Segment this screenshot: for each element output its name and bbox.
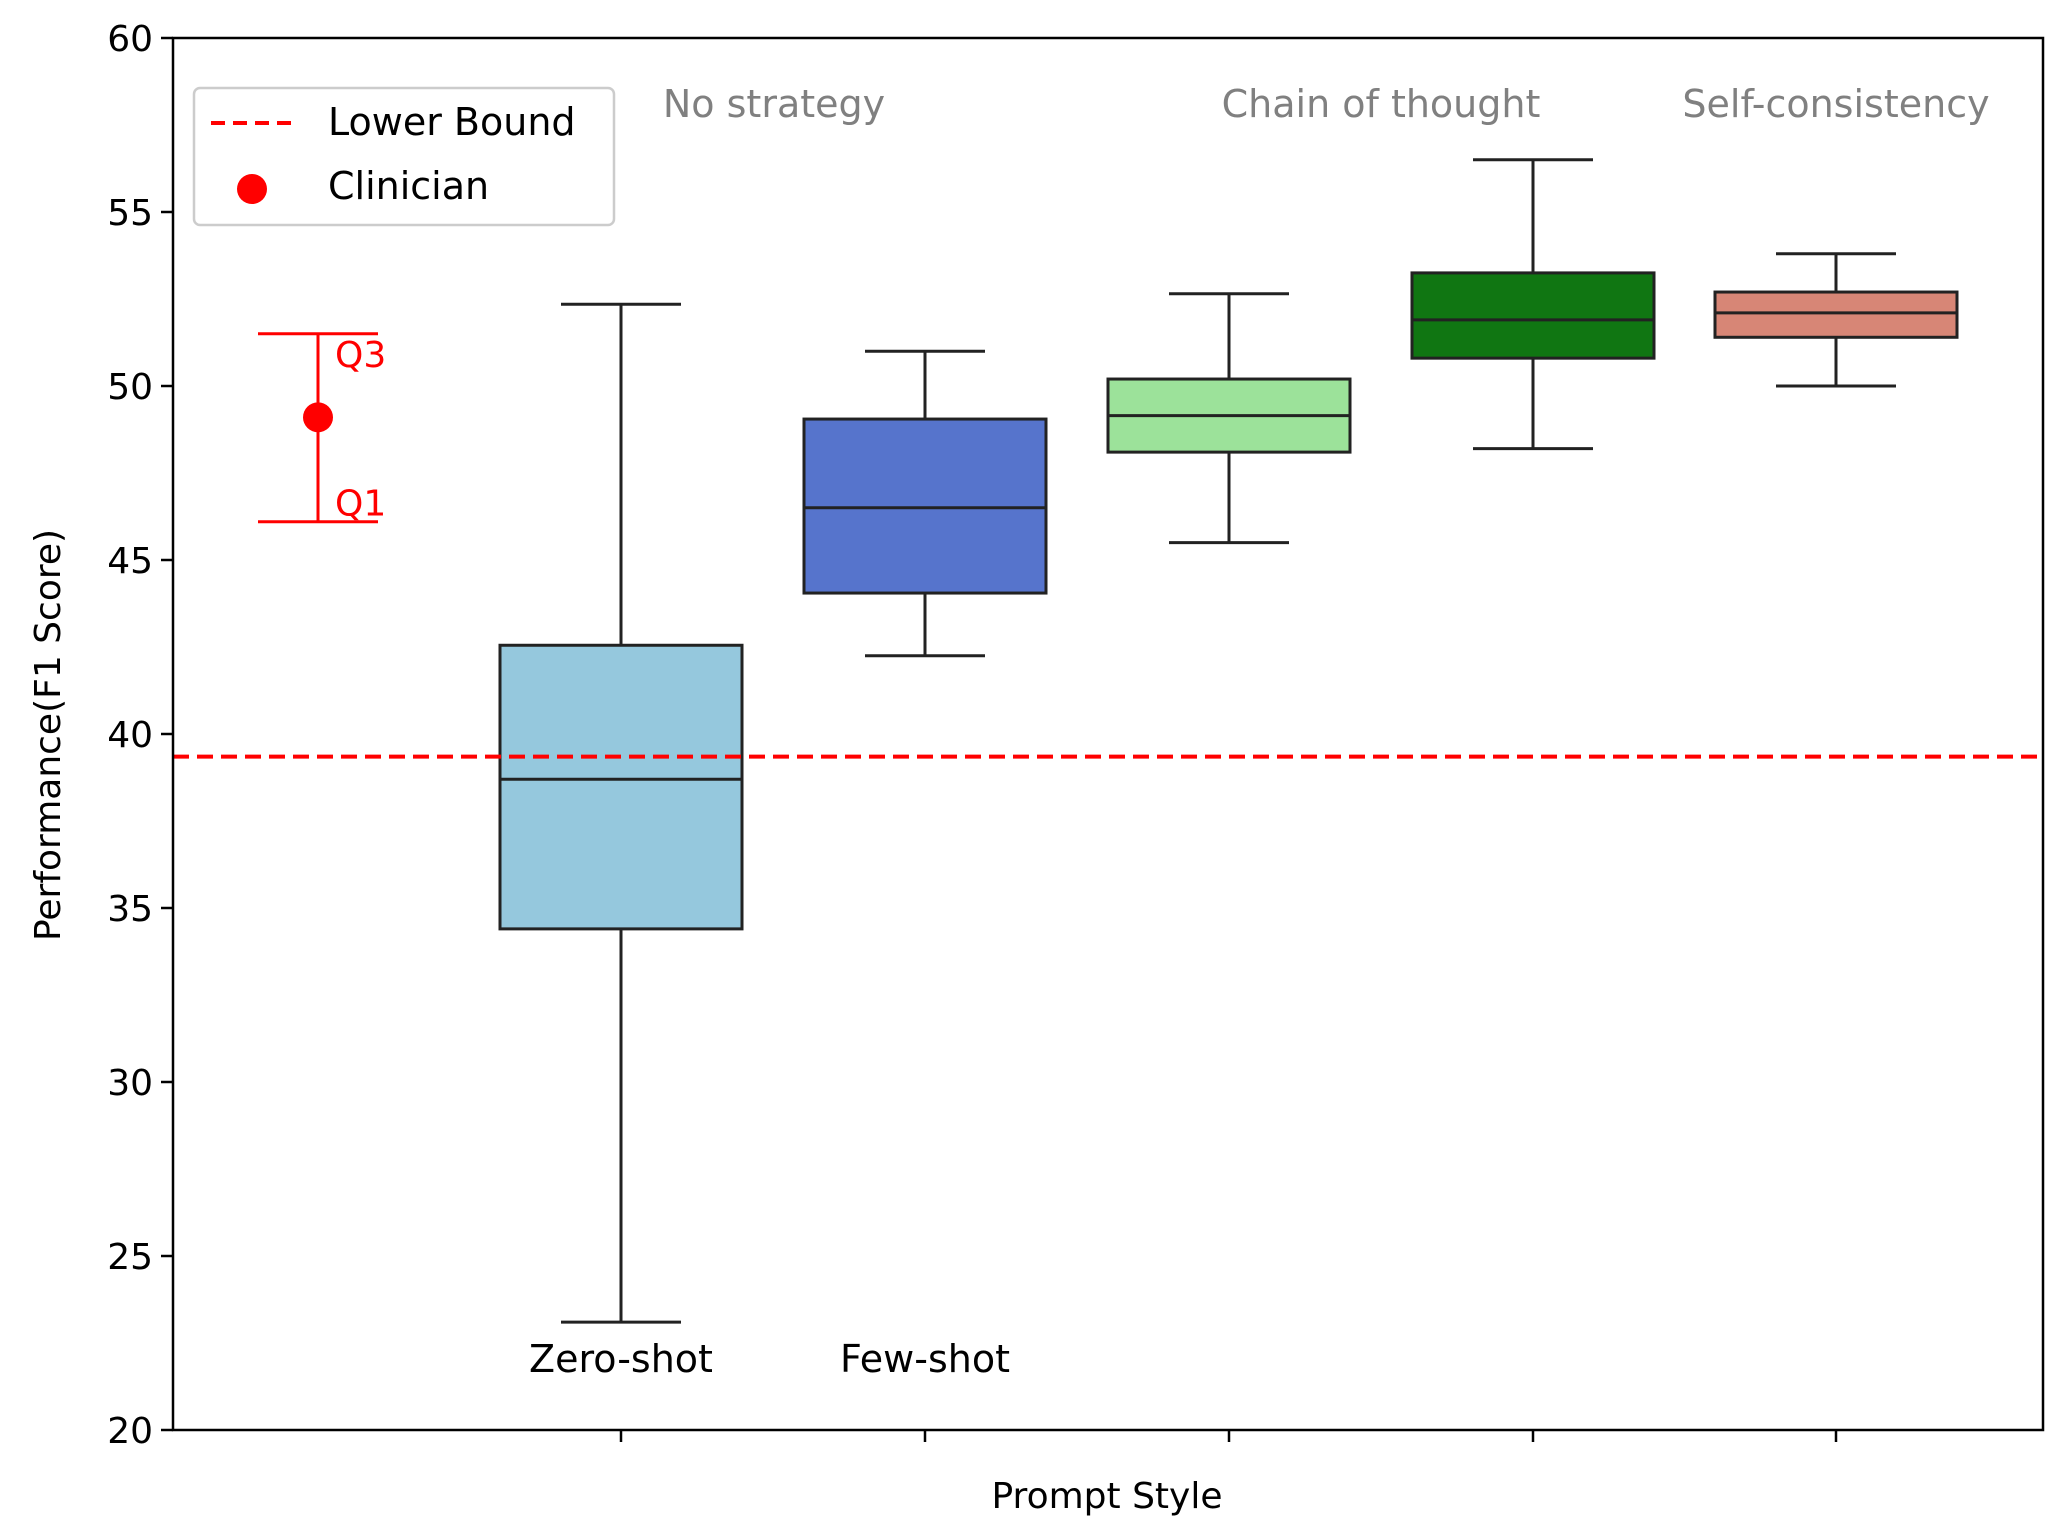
y-tick-label: 55: [107, 193, 153, 234]
y-tick-label: 25: [107, 1237, 153, 1278]
box-4: [1410, 158, 1656, 451]
axes: 20 25 30 35 40 45 50 55 60: [107, 19, 2045, 1452]
group-label: No strategy: [663, 82, 885, 126]
group-label: Self-consistency: [1682, 82, 1989, 126]
y-tick-label: 45: [107, 541, 153, 582]
clinician-marker: Q3 Q1: [258, 332, 386, 525]
legend: Lower Bound Clinician: [192, 86, 616, 227]
box-iqr: [1410, 271, 1656, 360]
x-axis-label: Prompt Style: [991, 1476, 1222, 1517]
clinician-median-dot: [303, 402, 333, 433]
box-iqr: [1713, 290, 1959, 339]
y-tick-label: 35: [107, 889, 153, 930]
legend-box: [192, 86, 616, 227]
y-tick-label: 60: [107, 19, 153, 60]
box-iqr: [498, 643, 744, 931]
category-label: Few-shot: [840, 1337, 1010, 1381]
group-label: Chain of thought: [1222, 82, 1541, 126]
legend-clinician-label: Clinician: [328, 164, 489, 208]
legend-clinician-swatch: [237, 174, 267, 204]
box-iqr: [802, 417, 1048, 595]
y-tick-label: 30: [107, 1063, 153, 1104]
clinician-q3-label: Q3: [335, 335, 386, 376]
legend-lower-bound-label: Lower Bound: [328, 100, 576, 144]
y-tick-label: 50: [107, 367, 153, 408]
box-1: [498, 302, 744, 1324]
box-3: [1106, 292, 1352, 545]
clinician-q1-label: Q1: [335, 484, 386, 525]
y-tick-label: 40: [107, 715, 153, 756]
box-2: [802, 349, 1048, 658]
y-tick-label: 20: [107, 1411, 153, 1452]
box-5: [1713, 252, 1959, 388]
y-axis-label: Performance(F1 Score): [28, 529, 69, 941]
category-label: Zero-shot: [529, 1337, 713, 1381]
plot-area: No strategy Chain of thought Self-consiste…: [173, 82, 2043, 1381]
